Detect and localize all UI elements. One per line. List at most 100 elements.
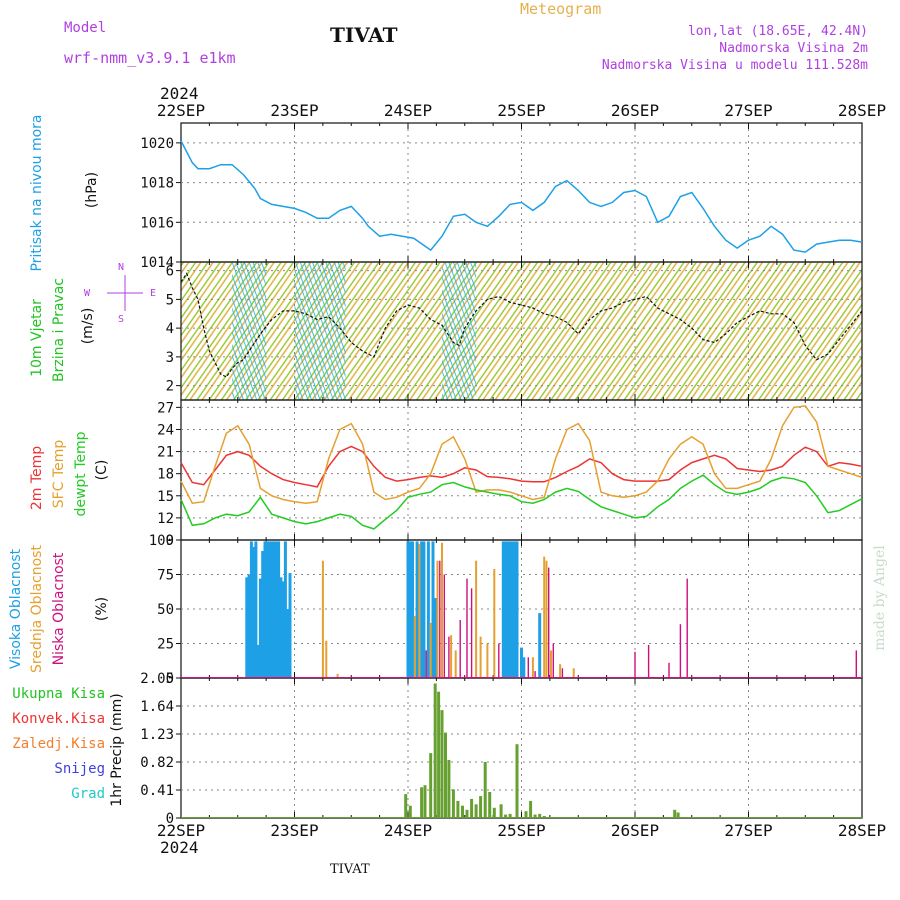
cloud-bar-0 [288, 573, 292, 678]
cloud-bar-0 [270, 541, 274, 678]
precip-bar-0 [529, 800, 533, 818]
cloud-bar-2 [498, 643, 500, 678]
cloud-bar-0 [274, 541, 278, 678]
cloud-bar-0 [247, 574, 251, 678]
cloud-bar-2 [448, 636, 450, 678]
precip-bar-0 [433, 683, 437, 818]
y-tick-label: 1018 [140, 176, 174, 192]
y-tick-label: 2 [166, 379, 174, 395]
temp-label-dewpt: dewpt Temp [73, 431, 89, 517]
x-tick-label-bottom: 27SEP [724, 821, 772, 840]
precip-bar-0 [437, 691, 441, 818]
y-tick-label: 0 [166, 811, 174, 827]
wind-dir-north: N [118, 262, 125, 273]
wind-dir-east: E [150, 288, 157, 299]
pressure-series-line-0 [180, 140, 863, 253]
cloud-bar-0 [245, 577, 249, 678]
precip-bar-0 [483, 762, 487, 818]
cloud-bar-2 [561, 668, 564, 678]
temp-unit: (C) [94, 459, 110, 481]
y-tick-label: 0.82 [140, 755, 174, 771]
cloud-bar-2 [647, 644, 650, 678]
panel-frame [180, 122, 863, 263]
wind-dir-west: W [84, 288, 91, 299]
chart-marks [180, 140, 863, 818]
wind-background-band [232, 262, 267, 400]
x-tick-label-top: 24SEP [384, 101, 432, 120]
x-tick-label-top: 25SEP [497, 101, 545, 120]
cloud-bar-1 [418, 544, 421, 678]
cloud-bar-0 [504, 541, 508, 678]
precip-bar-0 [444, 732, 447, 818]
cloud-bar-1 [321, 560, 324, 678]
x-tick-label-top: 28SEP [838, 101, 886, 120]
cloud-bar-0 [277, 541, 281, 678]
legend-snow: Snijeg [54, 761, 105, 777]
cloud-bar-0 [433, 598, 437, 678]
chart-panels: 1014 1016 1018 1020 2 3 4 5 6 9 12 15 18 21 24 27 0 25 50 7… [107, 101, 886, 840]
cloud-label-high: Visoka Oblacnost [8, 548, 24, 670]
model-name: wrf-nmm_v3.9.1 e1km [64, 49, 236, 67]
wind-label-2: Brzina i Pravac [51, 278, 67, 382]
cloud-bar-0 [506, 541, 510, 678]
cloud-bar-0 [520, 647, 523, 678]
cloud-bar-1 [336, 673, 339, 678]
cloud-bar-2 [668, 662, 670, 678]
cloud-bar-0 [411, 541, 414, 678]
cloud-bar-0 [510, 541, 514, 678]
cloud-bar-0 [263, 541, 267, 678]
cloud-bar-2 [470, 588, 473, 678]
chart-kind: Meteogram [520, 0, 602, 18]
cloud-bar-2 [439, 560, 441, 678]
pressure-label: Pritisak na nivou mora [29, 114, 45, 272]
cloud-bar-0 [283, 541, 287, 678]
precip-unit: 1hr Precip (mm) [109, 693, 125, 807]
precip-bar-0 [461, 805, 464, 818]
cloud-bar-1 [493, 569, 496, 678]
cloud-bar-2 [634, 651, 636, 678]
cloud-bar-0 [272, 541, 276, 678]
precip-bar-0 [533, 814, 537, 818]
cloud-bar-0 [538, 613, 542, 678]
wind-label-1: 10m Vjetar [29, 299, 45, 377]
cloud-bar-0 [286, 609, 290, 678]
pressure-unit: (hPa) [84, 171, 100, 209]
cloud-label-mid: Srednja Oblacnost [29, 545, 45, 673]
cloud-bar-0 [268, 541, 271, 678]
precip-bar-0 [499, 804, 503, 818]
cloud-bar-1 [441, 542, 443, 678]
precip-bar-0 [420, 787, 424, 818]
legend-freezing-rain: Zaledj.Kisa [12, 736, 105, 752]
temperature-series-line-0 [180, 445, 863, 488]
legend-hail: Grad [71, 786, 105, 802]
y-tick-label: 12 [157, 511, 174, 527]
y-tick-label: 18 [157, 467, 174, 483]
y-tick-label: 1020 [140, 136, 174, 152]
precip-bar-0 [524, 811, 528, 818]
precip-bar-0 [673, 809, 677, 818]
cloud-bar-0 [522, 657, 526, 678]
year-bottom: 2024 [160, 838, 199, 857]
precip-bar-0 [408, 805, 412, 818]
cloud-bar-0 [406, 541, 410, 678]
cloud-bar-1 [559, 664, 562, 678]
x-tick-label-bottom: 25SEP [497, 821, 545, 840]
cloud-bar-2 [527, 657, 529, 678]
cloud-bar-0 [254, 541, 258, 678]
cloud-bar-0 [408, 541, 412, 678]
cloud-bar-0 [256, 644, 260, 678]
altitude-text: Nadmorska Visina 2m [719, 41, 868, 56]
x-tick-label-top: 23SEP [270, 101, 318, 120]
precip-bar-0 [479, 796, 483, 818]
y-tick-label: 1.64 [140, 699, 174, 715]
y-tick-label: 25 [157, 637, 174, 653]
cloud-bar-2 [552, 643, 554, 678]
x-tick-label-bottom: 26SEP [611, 821, 659, 840]
precip-bar-0 [504, 814, 508, 818]
cloud-bar-2 [548, 567, 550, 678]
x-tick-label-top: 22SEP [157, 101, 205, 120]
temp-label-sfc: SFC Temp [51, 439, 67, 509]
y-tick-label: 4 [166, 321, 174, 337]
y-tick-label: 5 [166, 292, 174, 308]
cloud-bar-2 [459, 620, 461, 678]
